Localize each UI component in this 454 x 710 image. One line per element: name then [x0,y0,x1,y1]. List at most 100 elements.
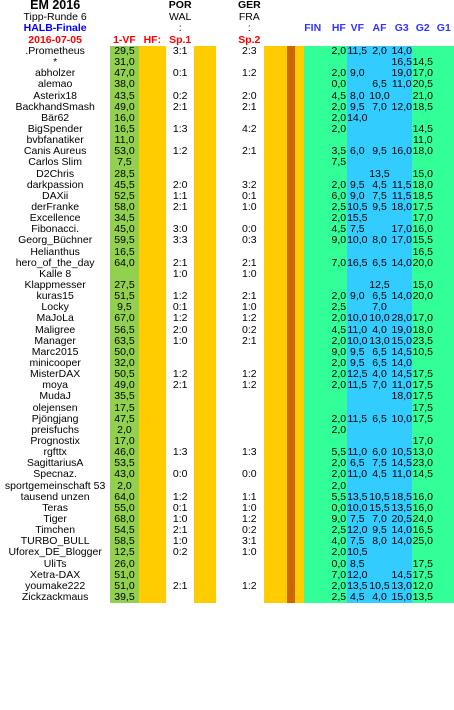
spacer [294,57,305,69]
vf-total: 26,0 [110,558,139,570]
points-g3: 7,0 [367,513,392,526]
spacer [216,79,236,91]
points-vf: 2,0 [330,313,348,325]
points-g3 [367,68,392,80]
spacer [304,424,316,436]
spacer [263,380,283,392]
spacer [433,369,454,381]
spacer [287,235,295,247]
spacer [433,424,454,436]
spacer [433,357,454,370]
spacer [433,157,454,169]
hf-total [138,224,166,236]
spacer [194,157,217,169]
spacer [433,257,454,269]
spacer [433,302,454,314]
points-hf [315,235,331,247]
points-g1 [411,157,434,169]
spacer [216,513,236,526]
tip-match2: 2:1 [235,257,264,269]
spacer [216,391,236,403]
spacer [287,146,295,158]
points-hf [315,246,331,258]
tip-match1 [165,413,195,425]
spacer [433,146,454,158]
spacer [304,157,316,169]
points-g3: 7,0 [367,380,392,392]
points-g2: 11,5 [391,190,412,202]
tip-match2: 2:1 [235,291,264,303]
tip-match1 [165,435,195,448]
spacer [433,79,454,91]
spacer [304,357,316,370]
points-vf: 2,0 [330,580,348,592]
points-af: 10,0 [347,235,368,247]
spacer [433,101,454,113]
table-row: Excellence 34,5 2,0 15,5 17,0 [0,213,454,225]
spacer [282,402,288,414]
points-g3: 8,0 [367,536,392,548]
table-row: Manager 63,5 1:0 2:1 2,0 10,0 13,0 15,0 23,5 [0,335,454,347]
points-g1 [411,547,434,559]
hf-total [138,90,166,102]
vf-total: 53,5 [110,458,139,470]
points-vf [330,435,348,448]
spacer [304,569,316,581]
spacer [294,324,305,336]
tip-match2: 1:3 [235,447,264,459]
player-name: tausend unzen [20,491,90,503]
column-header-g2: G2 [415,23,430,34]
spacer [194,213,217,225]
vf-total: 51,5 [110,291,139,303]
player-name: Georg_Büchner [18,235,93,247]
column-header-g3: G3 [394,23,409,34]
spacer [216,536,236,548]
points-af [347,268,368,280]
spacer [287,547,295,559]
spacer [287,57,295,69]
table-row: Helianthus 16,5 16,5 [0,246,454,258]
spacer [433,213,454,225]
spacer [263,335,283,347]
points-hf [315,491,331,503]
points-vf: 0,0 [330,502,348,514]
spacer [304,213,316,225]
points-g1 [411,302,434,314]
spacer [263,580,283,592]
spacer [304,79,316,91]
tip-match2 [235,346,264,358]
spacer [282,57,288,69]
points-af [347,246,368,258]
tip-match1: 1:0 [165,513,195,526]
spacer [304,246,316,258]
spacer [194,123,217,136]
spacer [194,525,217,537]
hf-total [138,201,166,214]
spacer [433,536,454,548]
spacer [194,480,217,492]
points-af [347,302,368,314]
tip-match2 [235,157,264,169]
spacer [304,558,316,570]
points-g2 [391,547,412,559]
spacer [194,580,217,592]
spacer [433,135,454,147]
spacer [294,391,305,403]
points-af [347,279,368,292]
spacer [287,357,295,370]
spacer [304,491,316,503]
points-vf [330,402,348,414]
points-vf: 0,0 [330,558,348,570]
player-name: sportgemeinschaft 53 [4,480,106,492]
player-name: D2Chris [36,168,75,180]
vf-total: 28,5 [110,168,139,180]
points-g1: 23,5 [411,335,434,347]
spacer [304,547,316,559]
points-hf [315,513,331,526]
tip-match2 [235,168,264,180]
spacer [282,558,288,570]
points-g3: 8,0 [367,235,392,247]
spacer [282,391,288,403]
spacer [194,313,217,325]
points-g2 [391,424,412,436]
